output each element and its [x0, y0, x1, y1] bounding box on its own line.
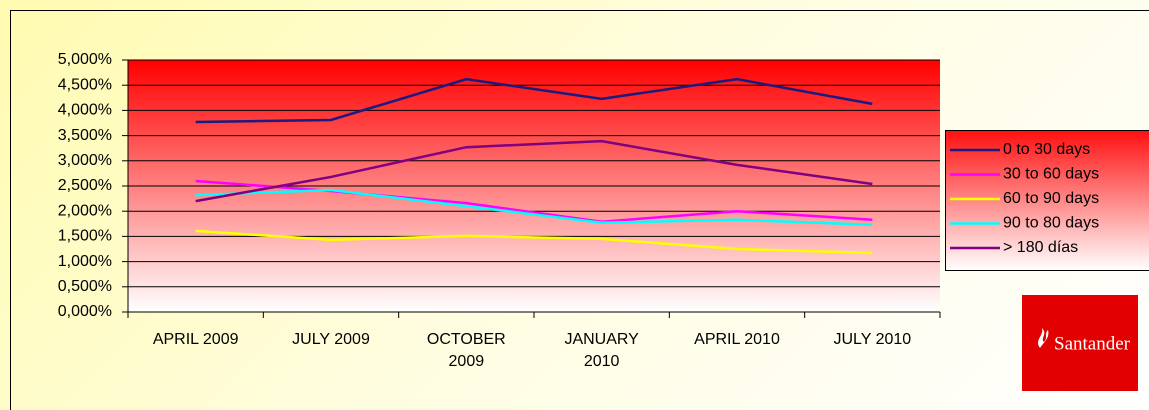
x-tick-label: JULY 2009 [292, 331, 370, 348]
x-tick-label: JULY 2010 [833, 331, 912, 348]
y-tick-label: 1,000% [58, 253, 112, 270]
y-tick-label: 3,000% [58, 152, 112, 169]
x-tick-label: OCTOBER 2009 [426, 331, 506, 370]
series-line [195, 139, 873, 203]
series-line [195, 77, 873, 124]
y-tick-label: 1,500% [58, 228, 112, 245]
series-line [195, 229, 873, 255]
x-tick-label: JANUARY 2010 [564, 331, 639, 370]
legend-label: 60 to 90 days [1003, 190, 1099, 207]
y-tick-label: 4,000% [58, 102, 112, 119]
logo: Santander [1022, 295, 1138, 391]
y-tick-label: 0,000% [58, 303, 112, 320]
series-line [195, 179, 873, 224]
y-tick-label: 0,500% [58, 278, 112, 295]
legend-label: 30 to 60 days [1003, 166, 1099, 183]
y-tick-label: 4,500% [58, 76, 112, 93]
y-tick-label: 3,500% [58, 127, 112, 144]
x-tick-label: APRIL 2009 [152, 331, 239, 348]
x-tick-label: APRIL 2010 [694, 331, 780, 348]
series-line [195, 188, 873, 227]
frame [10, 10, 1149, 410]
y-tick-label: 2,500% [58, 177, 112, 194]
legend-label: 0 to 30 days [1003, 141, 1090, 158]
y-tick-label: 2,000% [58, 202, 112, 219]
logo-flame [1038, 328, 1049, 348]
logo-text: Santander [1054, 333, 1131, 354]
legend-label: > 180 días [1003, 239, 1078, 256]
legend-label: 90 to 80 days [1003, 215, 1099, 232]
y-tick-label: 5,000% [58, 51, 112, 68]
